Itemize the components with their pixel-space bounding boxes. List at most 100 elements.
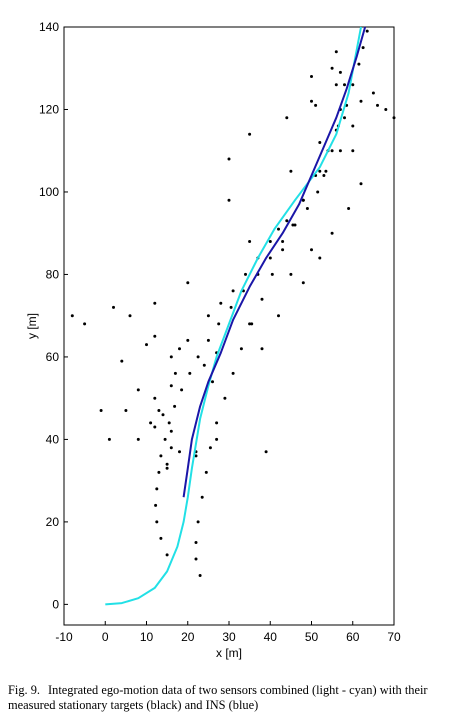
target-point [260, 347, 264, 351]
target-point [384, 108, 388, 111]
target-point [365, 29, 369, 33]
target-point [357, 62, 361, 66]
target-point [128, 314, 132, 318]
target-point [277, 314, 280, 318]
target-point [217, 322, 221, 326]
target-point [248, 240, 252, 243]
combined-trajectory-line [105, 26, 362, 606]
target-point [285, 219, 289, 223]
x-tick-label: -10 [55, 630, 73, 644]
target-point [154, 503, 158, 507]
target-point [157, 409, 161, 412]
target-point [250, 322, 254, 326]
x-tick-label: 30 [222, 630, 236, 644]
target-point [161, 413, 165, 417]
target-point [153, 425, 157, 429]
caption-text: Integrated ego-motion data of two sensor… [8, 683, 428, 712]
target-point [316, 190, 320, 194]
target-point [310, 248, 313, 252]
target-point [215, 421, 219, 425]
target-point [178, 347, 181, 351]
y-tick-label: 100 [39, 185, 59, 199]
target-point [165, 466, 169, 470]
target-point [227, 198, 231, 202]
target-point [351, 149, 355, 153]
target-point [301, 198, 305, 202]
target-point [314, 103, 318, 107]
y-tick-label: 140 [39, 20, 59, 34]
ins-trajectory-line [182, 26, 367, 498]
x-tick-label: 10 [140, 630, 154, 644]
target-point [359, 99, 363, 103]
target-point [347, 207, 351, 210]
target-point [169, 355, 173, 359]
target-point [107, 437, 111, 441]
target-point [136, 388, 140, 392]
target-point [318, 141, 322, 144]
target-point [359, 182, 363, 186]
target-point [149, 421, 153, 425]
target-point [169, 429, 173, 433]
target-point [198, 574, 202, 577]
target-point [289, 272, 293, 276]
target-point [155, 487, 159, 491]
target-point [211, 380, 214, 384]
chart-figure: -10 0 10 20 30 40 50 60 70 0 20 40 60 80 100 120 140 x [… [25, 20, 401, 660]
target-point [196, 520, 200, 524]
target-point [145, 343, 148, 347]
target-point [318, 169, 322, 173]
target-point [231, 289, 235, 293]
target-point [343, 116, 346, 120]
x-axis-label: x [m] [216, 646, 242, 660]
target-point [188, 371, 192, 375]
target-point [293, 223, 297, 227]
target-point [157, 470, 161, 474]
x-tick-label: 70 [387, 630, 401, 644]
target-point [351, 124, 355, 128]
target-point [178, 450, 181, 454]
y-tick-label: 120 [39, 102, 59, 116]
target-point [186, 338, 190, 342]
target-point [163, 437, 167, 441]
target-point [186, 281, 190, 285]
target-point [338, 149, 342, 153]
target-point [330, 66, 334, 70]
target-point [200, 495, 204, 499]
target-point [310, 75, 313, 78]
target-point [289, 169, 293, 173]
trajectory-lines-layer [105, 26, 367, 606]
figure-caption: Fig. 9. Integrated ego-motion data of two… [8, 683, 448, 713]
target-point [83, 322, 87, 326]
target-point [281, 248, 285, 252]
target-point [215, 437, 219, 441]
target-point [343, 83, 346, 87]
target-point [169, 446, 173, 450]
target-point [202, 363, 206, 367]
target-point [124, 409, 128, 412]
target-point [219, 301, 223, 305]
target-point [169, 384, 173, 388]
target-point [268, 240, 272, 243]
target-point [285, 116, 289, 120]
target-point [204, 470, 208, 474]
target-point [173, 404, 177, 408]
target-point [376, 103, 379, 107]
target-point [229, 305, 233, 309]
target-point [310, 99, 313, 103]
target-point [291, 223, 295, 227]
target-point [136, 437, 140, 441]
target-point [318, 256, 322, 260]
target-point [165, 553, 169, 557]
target-point [196, 355, 200, 359]
target-point [173, 371, 177, 375]
target-point [260, 297, 264, 301]
target-point [330, 231, 334, 235]
target-point [231, 371, 235, 375]
target-point [248, 322, 252, 326]
x-tick-label: 40 [264, 630, 278, 644]
y-tick-label: 0 [52, 597, 59, 611]
figure-number: Fig. 9. [8, 683, 41, 697]
target-point [167, 421, 171, 425]
target-point [120, 359, 124, 363]
x-tick-label: 0 [102, 630, 109, 644]
